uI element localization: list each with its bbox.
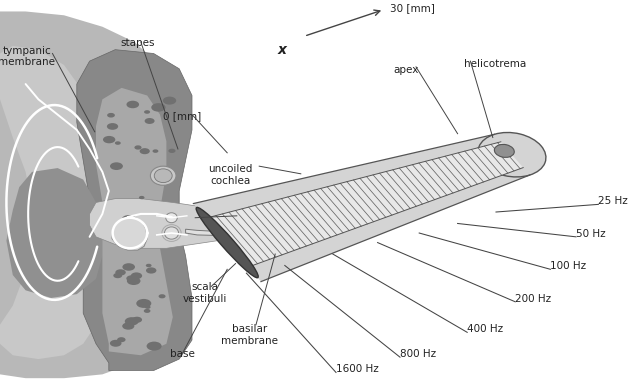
Circle shape — [127, 277, 140, 285]
Circle shape — [132, 317, 142, 323]
Text: 25 Hz: 25 Hz — [598, 196, 628, 206]
Text: 50 Hz: 50 Hz — [576, 229, 605, 239]
Circle shape — [136, 299, 151, 308]
Text: 0 [mm]: 0 [mm] — [163, 111, 202, 121]
Polygon shape — [77, 50, 192, 371]
Polygon shape — [90, 199, 230, 248]
Text: apex: apex — [394, 65, 419, 75]
Circle shape — [140, 239, 145, 242]
Text: uncoiled
cochlea: uncoiled cochlea — [208, 164, 253, 186]
Text: scala
vestibuli: scala vestibuli — [182, 282, 227, 304]
Circle shape — [152, 149, 158, 153]
Circle shape — [115, 141, 121, 145]
Circle shape — [146, 264, 152, 267]
Polygon shape — [0, 46, 115, 359]
Text: 1600 Hz: 1600 Hz — [336, 364, 379, 374]
Text: stapes: stapes — [120, 38, 155, 48]
Polygon shape — [112, 217, 147, 250]
Circle shape — [140, 148, 150, 154]
Text: 30 [mm]: 30 [mm] — [390, 3, 435, 13]
Circle shape — [127, 101, 139, 108]
Polygon shape — [0, 11, 179, 378]
Circle shape — [122, 263, 135, 271]
Circle shape — [125, 317, 139, 325]
Circle shape — [159, 294, 166, 298]
Ellipse shape — [166, 213, 177, 223]
Circle shape — [122, 215, 136, 223]
Ellipse shape — [196, 207, 259, 278]
Text: helicotrema: helicotrema — [464, 59, 526, 69]
Circle shape — [145, 306, 150, 309]
Text: basilar
membrane: basilar membrane — [221, 324, 278, 346]
Circle shape — [163, 97, 176, 105]
Ellipse shape — [164, 227, 179, 239]
Circle shape — [103, 136, 115, 143]
Circle shape — [151, 103, 166, 112]
Circle shape — [113, 273, 122, 278]
Circle shape — [144, 110, 150, 114]
Text: 400 Hz: 400 Hz — [467, 324, 503, 334]
Text: 200 Hz: 200 Hz — [515, 294, 551, 304]
Text: 100 Hz: 100 Hz — [550, 261, 586, 271]
Polygon shape — [96, 88, 173, 355]
Circle shape — [134, 145, 141, 150]
Polygon shape — [186, 229, 221, 235]
Text: x: x — [277, 43, 286, 57]
Circle shape — [144, 309, 150, 313]
Circle shape — [122, 322, 134, 330]
Polygon shape — [6, 168, 102, 298]
Text: tympanic
membrane: tympanic membrane — [0, 46, 56, 68]
Polygon shape — [193, 134, 530, 282]
Circle shape — [146, 267, 156, 274]
Ellipse shape — [478, 133, 546, 177]
Circle shape — [126, 275, 137, 282]
Circle shape — [107, 113, 115, 118]
Circle shape — [168, 149, 175, 153]
Circle shape — [145, 118, 155, 124]
Text: scala
tympani: scala tympani — [156, 207, 200, 228]
Polygon shape — [206, 142, 523, 267]
Circle shape — [139, 196, 145, 199]
Ellipse shape — [154, 169, 172, 183]
Text: 800 Hz: 800 Hz — [400, 349, 436, 359]
Ellipse shape — [494, 144, 515, 157]
Text: base: base — [170, 349, 195, 359]
Circle shape — [117, 337, 125, 342]
Circle shape — [131, 272, 142, 279]
Circle shape — [147, 342, 162, 351]
Ellipse shape — [150, 166, 176, 185]
Circle shape — [107, 123, 118, 130]
Circle shape — [110, 162, 123, 170]
Circle shape — [115, 269, 126, 275]
Circle shape — [110, 340, 122, 347]
